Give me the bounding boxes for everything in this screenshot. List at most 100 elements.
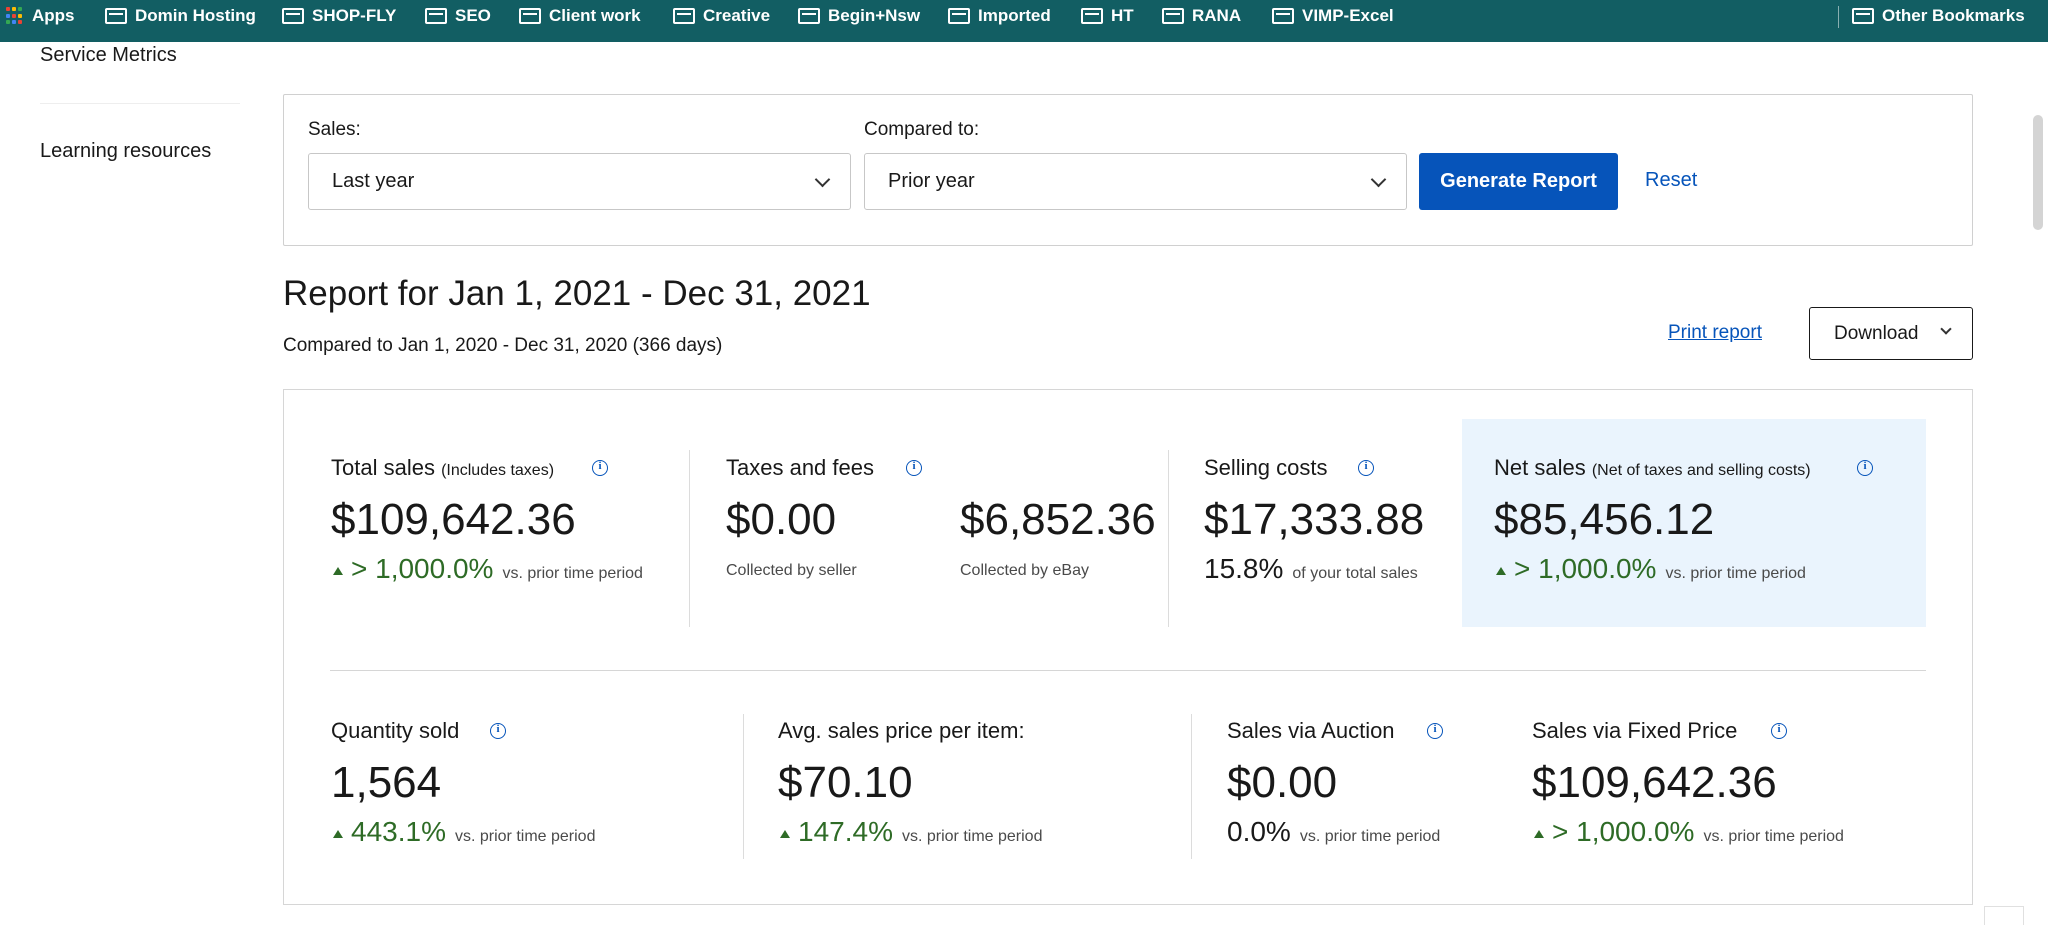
info-icon[interactable] [1358, 460, 1374, 476]
folder-icon [673, 8, 695, 24]
quantity-sold-value: 1,564 [331, 758, 442, 807]
taxes-seller-caption: Collected by seller [726, 562, 857, 579]
bookmark-domin-hosting[interactable]: Domin Hosting [105, 0, 256, 32]
selling-costs-share: 15.8% of your total sales [1204, 553, 1418, 585]
info-icon[interactable] [1857, 460, 1873, 476]
fixed-price-sales-value: $109,642.36 [1532, 758, 1777, 807]
folder-icon [519, 8, 541, 24]
change-percent: 443.1% [351, 816, 446, 847]
sales-label: Sales: [308, 119, 361, 140]
info-icon[interactable] [490, 723, 506, 739]
metric-divider [1168, 450, 1169, 627]
bookmark-begin-nsw[interactable]: Begin+Nsw [798, 0, 920, 32]
bookmarks-bar: Apps Domin Hosting SHOP-FLY SEO Client w… [0, 0, 2048, 42]
other-bookmarks-label: Other Bookmarks [1882, 6, 2025, 25]
reset-link[interactable]: Reset [1645, 169, 1698, 191]
selling-costs-value: $17,333.88 [1204, 495, 1425, 544]
bookmark-shop-fly[interactable]: SHOP-FLY [282, 0, 396, 32]
bookmark-label: HT [1111, 6, 1134, 25]
total-sales-value: $109,642.36 [331, 495, 576, 544]
quantity-sold-change: 443.1% vs. prior time period [333, 816, 595, 848]
download-button[interactable]: Download [1809, 307, 1973, 360]
metric-divider [1191, 714, 1192, 859]
folder-icon [1162, 8, 1184, 24]
bookmark-label: RANA [1192, 6, 1242, 25]
compared-to-select[interactable]: Prior year [864, 153, 1407, 210]
bookmark-creative[interactable]: Creative [673, 0, 770, 32]
apps-grid-icon [6, 7, 24, 25]
other-bookmarks[interactable]: Other Bookmarks [1852, 0, 2025, 32]
total-sales-title: Total sales (Includes taxes) [331, 455, 554, 481]
bookmark-rana[interactable]: RANA [1162, 0, 1241, 32]
sidebar-item-learning-resources[interactable]: Learning resources [40, 140, 212, 162]
comparison-caption: vs. prior time period [1299, 828, 1441, 845]
print-report-link[interactable]: Print report [1668, 322, 1762, 343]
auction-sales-change: 0.0% vs. prior time period [1227, 816, 1440, 848]
bookmark-vimp-excel[interactable]: VIMP-Excel [1272, 0, 1394, 32]
change-percent: 147.4% [798, 816, 893, 847]
compared-to-label: Compared to: [864, 119, 980, 140]
bookmark-client-work[interactable]: Client work [519, 0, 641, 32]
info-icon[interactable] [1771, 723, 1787, 739]
sidebar-divider [40, 103, 240, 104]
folder-icon [948, 8, 970, 24]
bookmark-label: SHOP-FLY [312, 6, 397, 25]
comparison-caption: vs. prior time period [502, 565, 643, 582]
info-icon[interactable] [1427, 723, 1443, 739]
net-sales-title: Net sales (Net of taxes and selling cost… [1494, 455, 1811, 481]
bookmark-label: Begin+Nsw [828, 6, 921, 25]
info-icon[interactable] [592, 460, 608, 476]
bookmark-label: Imported [978, 6, 1051, 25]
folder-icon [1852, 8, 1874, 24]
apps-label: Apps [32, 6, 75, 25]
taxes-ebay-value: $6,852.36 [960, 495, 1156, 544]
change-percent: > 1,000.0% [1552, 816, 1695, 847]
folder-icon [105, 8, 127, 24]
folder-icon [1272, 8, 1294, 24]
scroll-to-top-tab[interactable] [1984, 906, 2024, 925]
net-sales-qualifier: (Net of taxes and selling costs) [1591, 462, 1811, 479]
net-sales-value: $85,456.12 [1494, 495, 1715, 544]
change-percent: > 1,000.0% [351, 553, 494, 584]
bookmarks-divider [1838, 6, 1839, 28]
net-sales-label: Net sales [1494, 455, 1586, 480]
bookmark-label: Creative [703, 6, 771, 25]
comparison-caption: vs. prior time period [1703, 828, 1844, 845]
generate-report-button[interactable]: Generate Report [1419, 153, 1618, 210]
sidebar-item-service-metrics[interactable]: Service Metrics [40, 44, 177, 66]
auction-sales-value: $0.00 [1227, 758, 1338, 807]
trend-up-icon [333, 567, 343, 575]
auction-sales-title: Sales via Auction [1227, 718, 1395, 743]
total-sales-label: Total sales [331, 455, 435, 480]
metric-divider [689, 450, 690, 627]
change-percent: > 1,000.0% [1514, 553, 1657, 584]
trend-up-icon [1496, 567, 1506, 575]
info-icon[interactable] [906, 460, 922, 476]
report-title: Report for Jan 1, 2021 - Dec 31, 2021 [283, 274, 871, 313]
taxes-seller-value: $0.00 [726, 495, 837, 544]
folder-icon [282, 8, 304, 24]
avg-price-value: $70.10 [778, 758, 913, 807]
bookmark-ht[interactable]: HT [1081, 0, 1134, 32]
sales-period-select[interactable]: Last year [308, 153, 851, 210]
total-sales-qualifier: (Includes taxes) [441, 462, 555, 479]
bookmark-label: VIMP-Excel [1302, 6, 1394, 25]
report-comparison-period: Compared to Jan 1, 2020 - Dec 31, 2020 (… [283, 335, 723, 356]
bookmark-seo[interactable]: SEO [425, 0, 491, 32]
fixed-price-sales-title: Sales via Fixed Price [1532, 718, 1738, 743]
bookmark-label: Domin Hosting [135, 6, 256, 25]
sales-period-value: Last year [332, 170, 415, 192]
change-percent: 0.0% [1227, 816, 1291, 847]
metrics-row-divider [330, 670, 1926, 671]
comparison-caption: vs. prior time period [901, 828, 1043, 845]
comparison-caption: vs. prior time period [1665, 565, 1806, 582]
net-sales-change: > 1,000.0% vs. prior time period [1496, 553, 1806, 585]
page-scrollbar[interactable] [2033, 115, 2043, 230]
chevron-down-icon [1370, 171, 1387, 188]
chevron-down-icon [1940, 323, 1952, 335]
apps-shortcut[interactable]: Apps [6, 0, 75, 32]
trend-up-icon [333, 830, 343, 838]
bookmark-imported[interactable]: Imported [948, 0, 1051, 32]
metric-divider [743, 714, 744, 859]
taxes-ebay-caption: Collected by eBay [960, 562, 1089, 579]
